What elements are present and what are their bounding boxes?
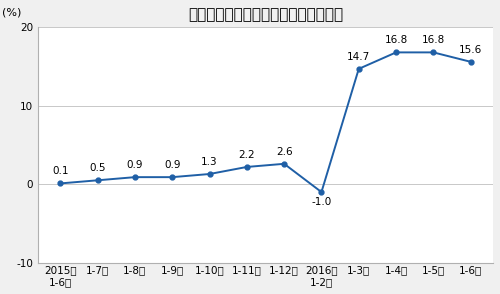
Text: (%): (%)	[2, 8, 21, 18]
Text: 15.6: 15.6	[459, 45, 482, 55]
Text: -1.0: -1.0	[312, 197, 332, 207]
Title: 全国房地产开发企业本年到位资金增速: 全国房地产开发企业本年到位资金增速	[188, 7, 343, 22]
Text: 0.5: 0.5	[90, 163, 106, 173]
Text: 2.2: 2.2	[238, 150, 255, 160]
Text: 0.9: 0.9	[126, 160, 143, 170]
Text: 16.8: 16.8	[384, 36, 407, 46]
Text: 1.3: 1.3	[201, 157, 218, 167]
Text: 2.6: 2.6	[276, 147, 292, 157]
Text: 16.8: 16.8	[422, 36, 445, 46]
Text: 14.7: 14.7	[347, 52, 370, 62]
Text: 0.9: 0.9	[164, 160, 180, 170]
Text: 0.1: 0.1	[52, 166, 68, 176]
